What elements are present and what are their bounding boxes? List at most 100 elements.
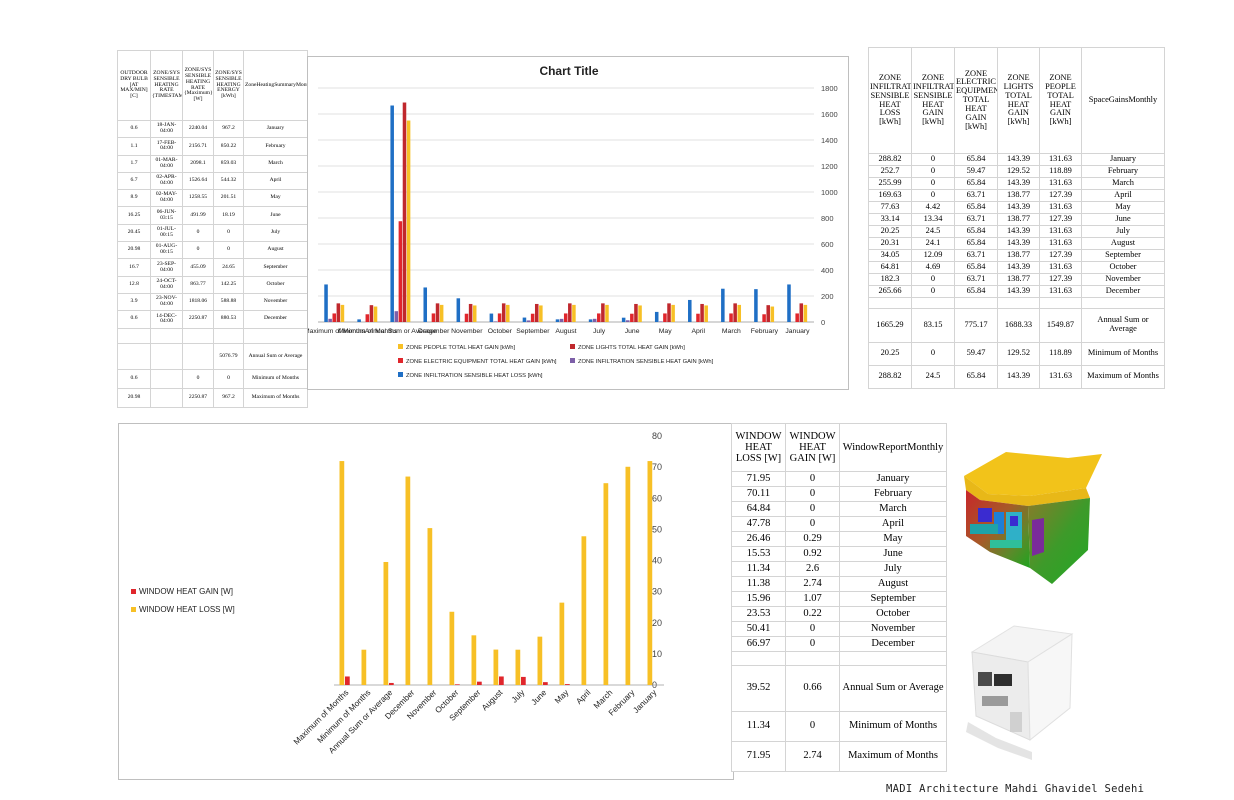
- space-gains-chart: 0 200 400 600 800 1000 1200 1400 1600 1800 Maximum…: [304, 56, 849, 390]
- y-tick-label: 800: [821, 214, 834, 223]
- bar-window-heat-loss-w: [559, 602, 565, 685]
- table-cell: 20.45: [117, 223, 151, 243]
- bar-zone-electric-equipment-total-heat-gain-kwh: [597, 313, 601, 322]
- window-report-table: WINDOW HEAT LOSS [W] WINDOW HEAT GAIN [W]…: [731, 423, 947, 772]
- table-cell: 23-NOV-04:00: [150, 292, 183, 312]
- table-cell: 129.52: [997, 165, 1040, 178]
- table-cell: [150, 369, 183, 390]
- spacer-row: [731, 651, 947, 666]
- table-cell: 491.99: [182, 206, 214, 225]
- bar-zone-infiltration-sensible-heat-gain-kwh: [493, 321, 498, 322]
- table-cell: 2098.1: [182, 154, 214, 173]
- table-row: 6.7 02-APR-04:00 1526.64 544.32 April: [117, 171, 308, 191]
- table-row: 33.14 13.34 63.71 138.77 127.39 June: [868, 213, 1165, 226]
- legend-swatch: [570, 344, 575, 349]
- bar-zone-lights-total-heat-gain-kwh: [468, 303, 473, 322]
- bar-zone-electric-equipment-total-heat-gain-kwh: [530, 313, 535, 322]
- table-row: 50.41 0 November: [731, 621, 947, 637]
- legend-swatch: [398, 372, 403, 377]
- table-cell: January: [1081, 153, 1165, 166]
- table-cell: December: [1081, 285, 1165, 298]
- table-cell: Minimum of Months: [243, 369, 308, 390]
- table-cell: 4.42: [911, 201, 955, 214]
- table-cell: April: [839, 516, 947, 532]
- bar-window-heat-loss-w: [449, 611, 455, 685]
- table-row: 3.9 23-NOV-04:00 1818.06 588.88 November: [117, 292, 308, 312]
- bar-zone-infiltration-sensible-heat-loss-kwh: [588, 319, 593, 322]
- bar-zone-infiltration-sensible-heat-loss-kwh: [721, 288, 725, 322]
- table-cell: September: [1081, 249, 1165, 262]
- table-cell: 2240.04: [182, 119, 214, 139]
- bar-zone-infiltration-sensible-heat-loss-kwh: [555, 319, 560, 322]
- table-cell: 0.6: [117, 310, 151, 329]
- table-cell: [117, 327, 151, 345]
- table-cell: 131.63: [1039, 225, 1082, 238]
- table-cell: 131.63: [1039, 364, 1082, 389]
- table-cell: 65.84: [954, 261, 998, 274]
- table-cell: July: [839, 561, 947, 577]
- thermal-analysis-model-image: [964, 452, 1102, 584]
- header-row: OUTDOOR DRY BULB [AT MAX/MIN] [C] ZONE/SY…: [117, 50, 308, 121]
- table-cell: [182, 343, 214, 371]
- table-cell: 129.52: [997, 341, 1040, 366]
- x-tick-label: December: [418, 328, 450, 335]
- bar-window-heat-loss-w: [339, 461, 345, 685]
- y-tick-label: 1200: [821, 162, 838, 171]
- table-cell: January: [243, 119, 308, 139]
- table-cell: 18.19: [213, 206, 244, 225]
- bar-zone-infiltration-sensible-heat-loss-kwh: [522, 317, 527, 322]
- table-row: 70.11 0 February: [731, 486, 947, 502]
- bar-zone-infiltration-sensible-heat-loss-kwh: [390, 105, 394, 322]
- bar-zone-people-total-heat-gain-kwh: [671, 304, 675, 322]
- summary-row: 288.82 24.5 65.84 143.39 131.63 Maximum of Mo…: [868, 364, 1165, 389]
- bar-zone-infiltration-sensible-heat-loss-kwh: [621, 317, 626, 322]
- y-tick-label: 80: [652, 431, 662, 441]
- bar-zone-people-total-heat-gain-kwh: [803, 304, 808, 322]
- table-cell: 1526.64: [182, 171, 214, 191]
- table-row: 288.82 0 65.84 143.39 131.63 January: [868, 153, 1165, 166]
- table-cell: 65.84: [954, 285, 998, 298]
- space-gains-chart-svg: 0 200 400 600 800 1000 1200 1400 1600 1800 Maximum…: [304, 64, 838, 379]
- table-cell: 288.82: [868, 364, 912, 389]
- table-row: 34.05 12.09 63.71 138.77 127.39 September: [868, 249, 1165, 262]
- table-cell: 14-DEC-04:00: [150, 310, 183, 329]
- bar-zone-lights-total-heat-gain-kwh: [369, 305, 374, 322]
- y-tick-label: 30: [652, 587, 662, 597]
- table-cell: 138.77: [997, 273, 1040, 286]
- table-cell: April: [243, 171, 308, 191]
- table-cell: 5076.79: [213, 343, 244, 371]
- y-tick-label: 20: [652, 618, 662, 628]
- bar-zone-people-total-heat-gain-kwh: [638, 305, 642, 322]
- x-tick-label: February: [751, 328, 779, 335]
- table-cell: 131.63: [1039, 261, 1082, 274]
- legend-swatch: [131, 589, 136, 594]
- table-cell: November: [243, 292, 308, 312]
- header-row: WINDOW HEAT LOSS [W] WINDOW HEAT GAIN [W]…: [731, 423, 947, 472]
- table-cell: 77.63: [868, 201, 912, 214]
- table-cell: 143.39: [997, 225, 1040, 238]
- table-cell: 01-MAR-04:00: [150, 154, 183, 173]
- table-row: 71.95 0 January: [731, 471, 947, 487]
- table-cell: 118.89: [1039, 341, 1082, 366]
- bar-zone-people-total-heat-gain-kwh: [506, 304, 510, 322]
- table-cell: November: [1081, 273, 1165, 286]
- table-cell: 775.17: [954, 307, 998, 343]
- table-cell: 0: [182, 241, 214, 260]
- table-row: 47.78 0 April: [731, 516, 947, 532]
- bar-zone-lights-total-heat-gain-kwh: [402, 102, 407, 322]
- table-row: 182.3 0 63.71 138.77 127.39 November: [868, 273, 1165, 286]
- table-cell: 71.95: [731, 471, 786, 487]
- y-tick-label: 1800: [821, 84, 838, 93]
- table-cell: 169.63: [868, 189, 912, 202]
- x-tick-label: April: [691, 328, 705, 335]
- table-cell: 02-MAY-04:00: [150, 189, 183, 208]
- bar-zone-infiltration-sensible-heat-gain-kwh: [559, 318, 564, 322]
- bar-zone-people-total-heat-gain-kwh: [737, 304, 742, 322]
- table-cell: 50.41: [731, 621, 786, 637]
- x-tick-label: January: [785, 328, 810, 335]
- table-cell: March: [1081, 177, 1165, 190]
- table-cell: January: [839, 471, 947, 487]
- summary-row: 5076.79 Annual Sum or Average: [117, 343, 308, 371]
- table-cell: [1039, 297, 1082, 309]
